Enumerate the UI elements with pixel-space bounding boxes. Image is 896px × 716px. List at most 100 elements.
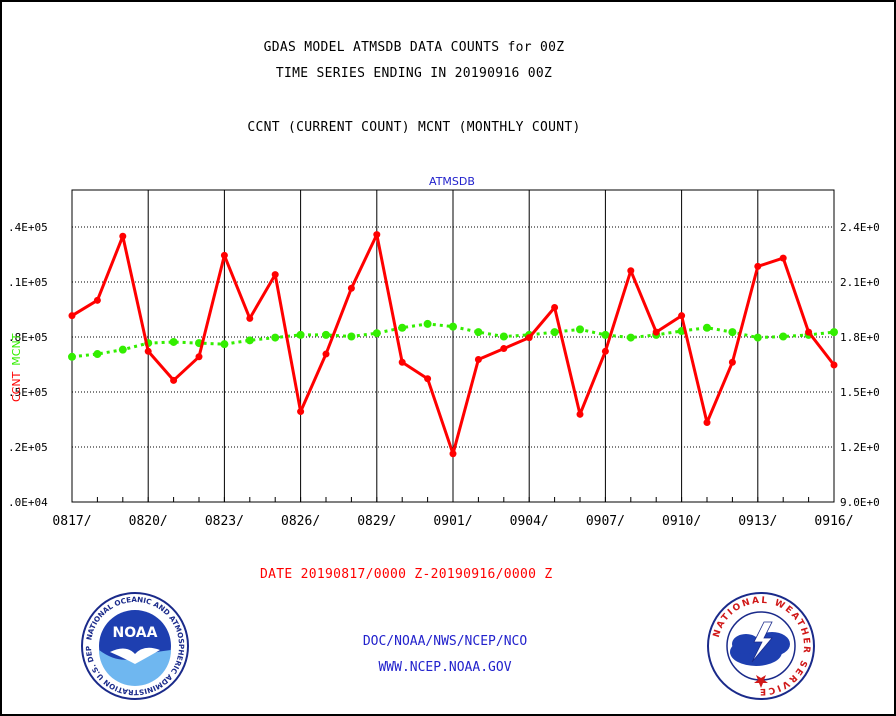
data-point-ccnt	[627, 267, 635, 275]
right-tick-label: 2.1E+0	[840, 276, 880, 289]
data-point-ccnt	[601, 347, 609, 355]
data-point-mcnt	[728, 328, 737, 337]
chart-title-line2: TIME SERIES ENDING IN 20190916 00Z	[275, 66, 553, 81]
x-tick-label: 0901/	[433, 514, 472, 529]
agency-path: DOC/NOAA/NWS/NCEP/NCO	[362, 634, 528, 649]
nws-logo-icon: NATIONAL WEATHER SERVICE	[707, 592, 815, 700]
data-point-ccnt	[525, 334, 533, 342]
data-point-mcnt	[220, 340, 229, 349]
noaa-logo-icon: NATIONAL OCEANIC AND ATMOSPHERIC ADMINIS…	[80, 592, 189, 700]
x-tick-label: 0817/	[52, 514, 91, 529]
data-point-ccnt	[144, 347, 152, 355]
grid	[72, 190, 834, 502]
x-tick-label: 0820/	[129, 514, 168, 529]
data-point-ccnt	[195, 353, 203, 361]
data-point-ccnt	[500, 345, 508, 353]
left-tick-label: .1E+05	[8, 276, 48, 289]
data-point-mcnt	[347, 332, 356, 341]
svg-text:NOAA: NOAA	[113, 625, 158, 641]
x-tick-label: 0910/	[662, 514, 701, 529]
data-point-ccnt	[576, 410, 584, 418]
x-tick-label: 0904/	[510, 514, 549, 529]
data-point-mcnt	[245, 336, 254, 345]
x-tick-label: 0826/	[281, 514, 320, 529]
x-tick-label: 0913/	[738, 514, 777, 529]
data-point-ccnt	[449, 450, 457, 458]
data-point-ccnt	[68, 312, 76, 320]
x-tick-label: 0907/	[586, 514, 625, 529]
data-point-ccnt	[93, 296, 101, 304]
data-point-ccnt	[398, 358, 406, 366]
left-tick-label: .5E+05	[8, 386, 48, 399]
data-point-mcnt	[779, 332, 788, 341]
data-point-ccnt	[297, 408, 305, 416]
y-axis-label: CCNT MCNT	[10, 333, 23, 402]
date-range-label: DATE 20190817/0000 Z-20190916/0000 Z	[260, 567, 553, 582]
data-point-ccnt	[373, 231, 381, 239]
data-point-mcnt	[626, 333, 635, 342]
chart-title-line1: GDAS MODEL ATMSDB DATA COUNTS for 00Z	[263, 40, 565, 55]
data-point-mcnt	[601, 330, 610, 339]
data-point-mcnt	[499, 332, 508, 341]
data-point-ccnt	[322, 350, 330, 358]
left-tick-label: .2E+05	[8, 441, 48, 454]
series-mcnt	[68, 319, 838, 361]
series-ccnt	[68, 231, 838, 458]
data-point-ccnt	[246, 314, 254, 322]
y-axis-label-ccnt: CCNT	[10, 371, 23, 402]
data-point-mcnt	[372, 329, 381, 338]
data-point-ccnt	[754, 262, 762, 270]
data-point-mcnt	[398, 323, 407, 332]
data-point-ccnt	[779, 254, 787, 262]
data-point-mcnt	[474, 328, 483, 337]
data-point-mcnt	[118, 345, 127, 354]
right-tick-label: 1.5E+0	[840, 386, 880, 399]
left-tick-label: .4E+05	[8, 221, 48, 234]
data-point-mcnt	[322, 330, 330, 339]
data-point-mcnt	[423, 319, 432, 328]
data-point-ccnt	[271, 271, 279, 279]
data-point-mcnt	[703, 323, 711, 332]
data-point-ccnt	[678, 312, 686, 320]
chart-subtitle: CCNT (CURRENT COUNT) MCNT (MONTHLY COUNT…	[247, 120, 581, 135]
y-axis-label-mcnt: MCNT	[10, 333, 23, 365]
data-point-mcnt	[753, 333, 762, 342]
x-tick-label: 0916/	[814, 514, 853, 529]
x-tick-label: 0823/	[205, 514, 244, 529]
data-point-ccnt	[805, 328, 813, 336]
agency-url[interactable]: WWW.NCEP.NOAA.GOV	[378, 660, 512, 675]
data-point-mcnt	[271, 333, 280, 342]
data-point-ccnt	[220, 251, 228, 259]
data-point-ccnt	[474, 356, 482, 364]
axes	[71, 189, 835, 503]
data-point-ccnt	[347, 284, 355, 292]
x-tick-label: 0829/	[357, 514, 396, 529]
data-point-mcnt	[550, 328, 559, 337]
data-point-ccnt	[170, 376, 178, 384]
right-tick-label: 9.0E+0	[840, 496, 880, 509]
data-point-mcnt	[93, 350, 102, 359]
series	[68, 231, 838, 458]
data-point-mcnt	[68, 352, 76, 361]
left-tick-label: .8E+05	[8, 331, 48, 344]
data-point-ccnt	[424, 375, 432, 383]
chart-title: ATMSDB	[429, 175, 475, 188]
data-point-ccnt	[703, 419, 711, 427]
right-tick-label: 2.4E+0	[840, 221, 880, 234]
data-point-ccnt	[728, 358, 736, 366]
data-point-ccnt	[119, 232, 127, 240]
data-point-mcnt	[449, 322, 457, 331]
labels: 0817/0820/0823/0826/0829/0901/0904/0907/…	[8, 175, 880, 529]
data-point-mcnt	[576, 325, 584, 334]
data-point-mcnt	[830, 328, 838, 337]
data-point-ccnt	[830, 361, 838, 369]
right-tick-label: 1.2E+0	[840, 441, 880, 454]
right-tick-label: 1.8E+0	[840, 331, 880, 344]
left-tick-label: .0E+04	[8, 496, 48, 509]
data-point-mcnt	[169, 337, 178, 346]
data-point-ccnt	[551, 303, 559, 311]
data-point-ccnt	[652, 328, 660, 336]
data-point-mcnt	[296, 330, 305, 339]
